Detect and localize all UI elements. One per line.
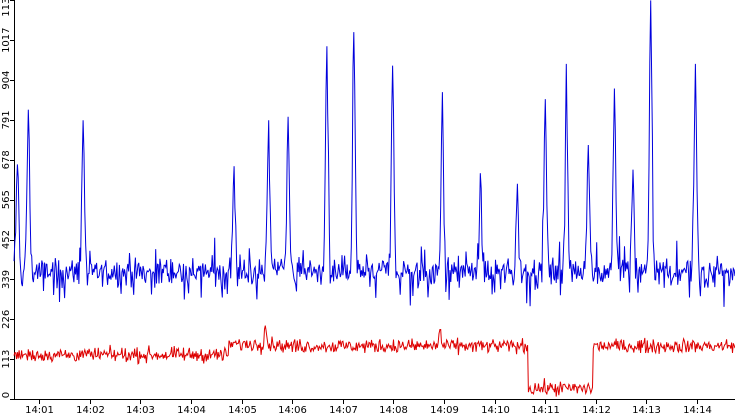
y-tick-label: 226 — [1, 310, 12, 329]
y-tick-label: 0 — [1, 392, 12, 398]
x-axis: 14:01 14:02 14:03 14:04 14:05 14:06 14:07 14:08… — [14, 399, 735, 415]
y-axis: 0 113 226 339 452 565 678 791 904 1017 1131 — [1, 0, 15, 400]
x-tick-label: 14:09 — [430, 405, 459, 415]
x-tick-label: 14:01 — [25, 405, 54, 415]
x-tick-label: 14:14 — [683, 405, 712, 415]
series-line-0 — [13, 0, 735, 307]
series-layer — [13, 0, 735, 397]
y-tick-label: 678 — [1, 150, 12, 169]
y-tick-label: 113 — [1, 350, 12, 369]
y-tick-label: 565 — [1, 190, 12, 209]
x-tick-label: 14:12 — [582, 405, 611, 415]
x-tick-label: 14:11 — [531, 405, 560, 415]
series-line-1 — [13, 325, 735, 397]
x-tick-label: 14:03 — [126, 405, 155, 415]
x-tick-label: 14:08 — [379, 405, 408, 415]
y-tick-label: 1017 — [1, 27, 12, 52]
y-tick-label: 904 — [1, 71, 12, 90]
x-tick-label: 14:13 — [632, 405, 661, 415]
y-tick-label: 452 — [1, 230, 12, 249]
x-tick-label: 14:04 — [177, 405, 206, 415]
x-tick-label: 14:06 — [278, 405, 307, 415]
x-tick-label: 14:05 — [228, 405, 257, 415]
x-tick-label: 14:10 — [481, 405, 510, 415]
y-tick-label: 791 — [1, 110, 12, 129]
x-tick-label: 14:07 — [329, 405, 358, 415]
y-tick-label: 1131 — [1, 0, 12, 17]
y-tick-label: 339 — [1, 270, 12, 289]
x-tick-label: 14:02 — [76, 405, 105, 415]
